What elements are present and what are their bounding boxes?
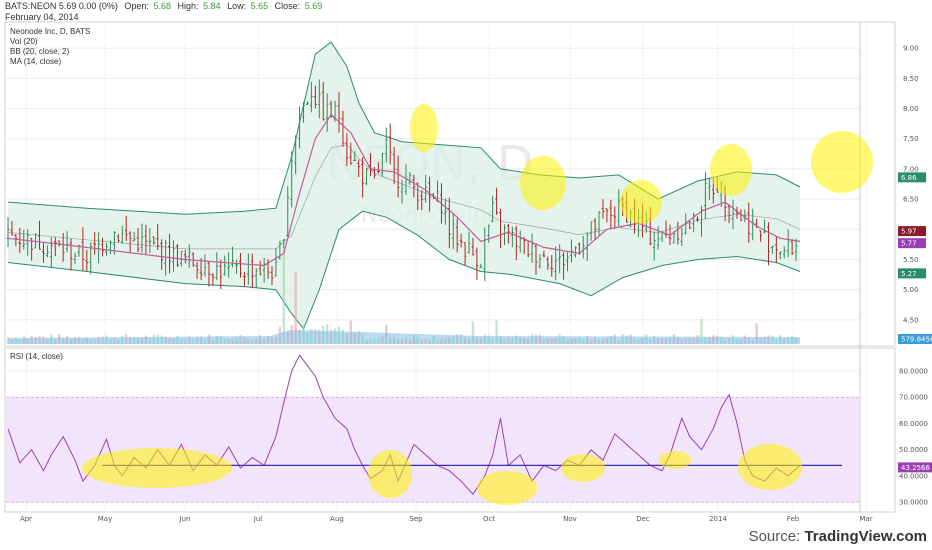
month-tick-label: Jun: [179, 515, 191, 523]
highlight-ellipse: [520, 156, 566, 210]
source-credit: Source: TradingView.com: [749, 528, 927, 545]
price-tick-label: 7.50: [903, 135, 919, 143]
low-label: Low:: [227, 1, 246, 11]
volume-bar: [471, 321, 475, 344]
highlight-ellipse: [710, 144, 752, 196]
price-tag-label: 5.97: [901, 228, 917, 236]
volume-ma-area: [8, 330, 800, 344]
price-tag-label: 5.77: [901, 240, 917, 248]
rsi-tick-label: 30.0000: [899, 499, 928, 507]
month-tick-label: Aug: [330, 515, 344, 523]
symbol-line: BATS:NEON 5.69 0.00 (0%): [5, 1, 118, 11]
month-tick-label: Oct: [483, 515, 495, 523]
highlight-ellipse: [477, 471, 537, 505]
high-value: 5.84: [203, 1, 221, 11]
month-tick-label: Sep: [409, 515, 423, 523]
price-tags: 6.86 5.97 5.77 5.27 579.845K 43.2566: [898, 172, 932, 473]
month-tick-label: Feb: [787, 515, 800, 523]
price-tag-box: [898, 238, 926, 249]
month-tick-label: Nov: [563, 515, 577, 523]
month-tick-label: Jul: [253, 515, 263, 523]
price-tag-label: 579.845K: [901, 336, 932, 344]
rsi-tick-label: 60.0000: [899, 420, 928, 428]
price-tag-box: [898, 226, 926, 237]
bollinger-fill: [8, 42, 800, 329]
price-tag-label: 43.2566: [901, 464, 930, 472]
quote-date: February 04, 2014: [5, 12, 79, 22]
volume-bar: [755, 323, 758, 344]
rsi-tick-label: 50.0000: [899, 446, 928, 454]
month-tick-label: 2014: [709, 515, 727, 523]
symbol-quote: BATS:NEON 5.69 0.00 (0%) Open: 5.68 High…: [5, 1, 322, 11]
volume-bar: [700, 318, 703, 344]
volume-bar: [282, 246, 286, 344]
bollinger-lower-line: [7, 210, 801, 330]
highlight-ellipse: [368, 450, 412, 498]
volume-bar: [495, 320, 498, 344]
indicator-ma[interactable]: MA (14, close): [10, 57, 61, 66]
price-tag-box: [898, 334, 932, 344]
highlight-ellipse: [82, 448, 232, 488]
price-tag-box: [898, 172, 926, 183]
open-label: Open:: [124, 1, 149, 11]
high-label: High:: [178, 1, 199, 11]
price-tick-label: 5.50: [903, 256, 919, 264]
volume-bar: [294, 271, 297, 344]
price-tag-label: 5.27: [901, 270, 917, 278]
source-brand: TradingView.com: [804, 528, 927, 545]
price-pane-title: Neonode Inc, D, BATS: [10, 27, 90, 36]
axis-layer: 4.505.005.506.006.507.007.508.008.509.00…: [20, 45, 928, 523]
close-label: Close:: [275, 1, 301, 11]
price-tick-label: 5.00: [903, 286, 919, 294]
rsi-tick-label: 40.0000: [899, 472, 928, 480]
source-prefix: Source:: [749, 528, 805, 545]
moving-average-line: [7, 113, 801, 267]
price-tick-label: 7.00: [903, 165, 919, 173]
price-tick-label: 8.00: [903, 105, 919, 113]
month-tick-label: May: [98, 515, 112, 523]
month-tick-label: Mar: [859, 515, 872, 523]
open-value: 5.68: [153, 1, 171, 11]
close-value: 5.69: [305, 1, 323, 11]
rsi-tick-label: 70.0000: [899, 394, 928, 402]
volume-bars: [6, 246, 800, 344]
price-tick-label: 4.50: [903, 316, 919, 324]
price-tick-label: 8.50: [903, 75, 919, 83]
highlight-ellipse: [561, 454, 605, 482]
rsi-pane-title[interactable]: RSI (14, close): [10, 352, 63, 361]
price-tag-label: 6.86: [901, 174, 917, 182]
price-tick-label: 9.00: [903, 45, 919, 53]
price-tick-label: 6.50: [903, 196, 919, 204]
highlight-ellipse: [738, 444, 802, 490]
highlight-ellipse: [659, 451, 691, 469]
indicator-volume[interactable]: Vol (20): [10, 37, 38, 46]
rsi-tick-label: 80.0000: [899, 367, 928, 375]
highlight-ellipse: [410, 104, 438, 152]
low-value: 5.65: [251, 1, 269, 11]
moving-average-layer: [7, 113, 801, 267]
highlight-ellipse: [620, 180, 662, 224]
highlight-layer: [82, 104, 873, 505]
indicator-bollinger[interactable]: BB (20, close, 2): [10, 47, 69, 56]
price-tag-box: [898, 462, 932, 473]
highlight-ellipse: [811, 131, 873, 193]
month-tick-label: Apr: [20, 515, 32, 523]
bollinger-upper-line: [7, 41, 801, 215]
month-tick-label: Dec: [636, 515, 650, 523]
price-tag-box: [898, 268, 926, 279]
